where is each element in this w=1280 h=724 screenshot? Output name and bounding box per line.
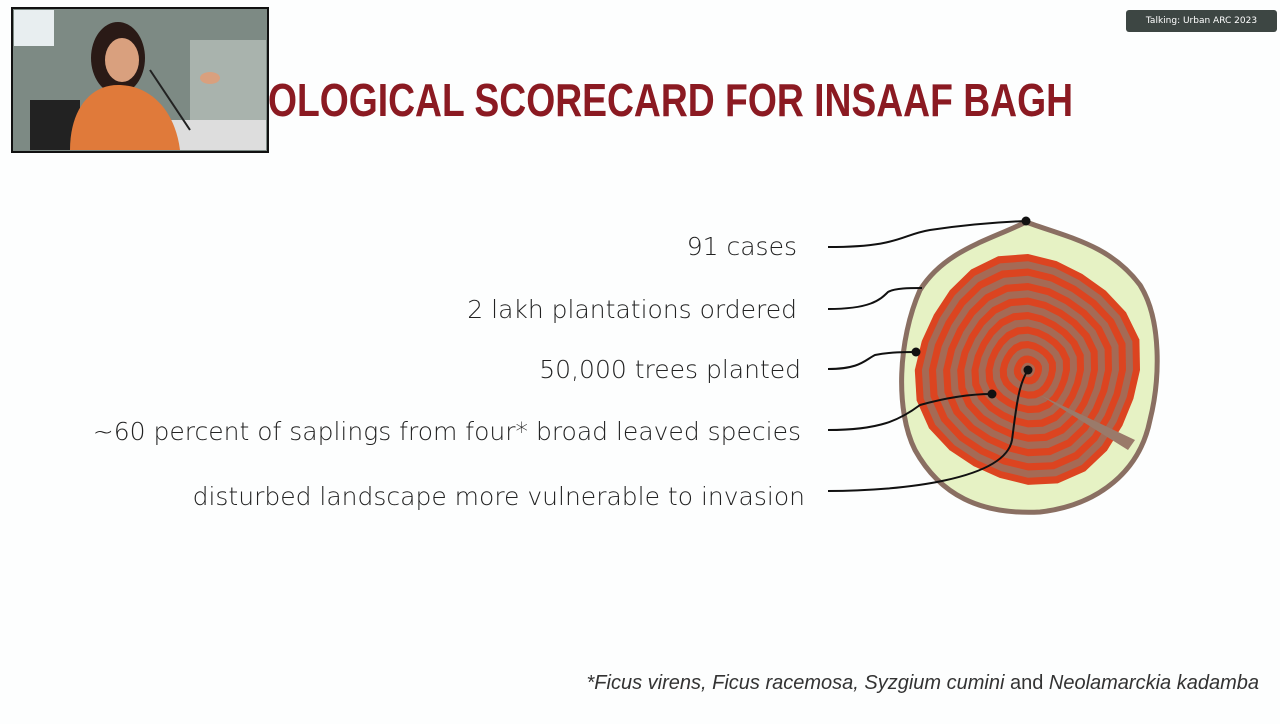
footnote: *Ficus virens, Ficus racemosa, Syzgium c… — [587, 672, 1259, 694]
footnote-part: Neolamarckia kadamba — [1049, 672, 1259, 694]
video-tile — [11, 7, 269, 153]
crack — [1040, 395, 1135, 450]
slide-title: OLOGICAL SCORECARD FOR INSAAF BAGH — [268, 74, 1073, 126]
items: 91 cases 2 lakh plantations ordered 50,0… — [93, 232, 805, 511]
talking-badge: Talking: Urban ARC 2023 — [1126, 10, 1277, 32]
leaders — [827, 220, 1029, 492]
item: 91 cases — [687, 232, 797, 261]
item: ~60 percent of saplings from four* broad… — [93, 417, 801, 446]
leader-dots — [911, 216, 1033, 399]
item: 2 lakh plantations ordered — [467, 295, 797, 324]
footnote-part: and — [1004, 672, 1048, 694]
item: disturbed landscape more vulnerable to i… — [193, 482, 805, 511]
item: 50,000 trees planted — [539, 355, 801, 384]
footnote-part: *Ficus virens, Ficus racemosa, Syzgium c… — [587, 672, 1005, 694]
